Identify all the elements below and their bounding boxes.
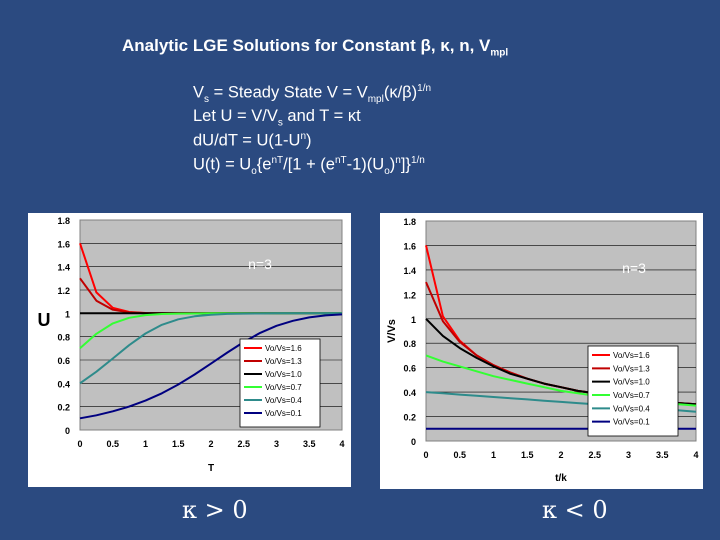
y-tick-label: 0.2 [57,403,70,413]
legend-label: Vo/Vs=1.3 [265,357,302,366]
x-tick-label: 0.5 [106,439,119,449]
kappa-negative-label: κ < 0 [542,496,608,524]
x-axis-label: t/k [555,473,567,484]
chart-right-panel: 0 0.2 0.4 0.6 0.8 1 1.2 1.4 1.6 1.8 0 0.5 1 1.5 2 2.5 3 3… [380,213,703,489]
y-tick-label: 0.8 [57,333,70,343]
y-tick-label: 0.8 [403,339,416,349]
x-tick-label: 1.5 [172,439,185,449]
x-tick-label: 0 [77,439,82,449]
x-tick-label: 2 [558,450,563,460]
x-tick-label: 3 [626,450,631,460]
x-tick-label: 1 [143,439,148,449]
y-tick-label: 0.2 [403,413,416,423]
y-tick-label: 0.6 [403,364,416,374]
x-tick-label: 1 [491,450,496,460]
legend-label: Vo/Vs=0.1 [613,418,650,427]
x-tick-label: 2.5 [237,439,250,449]
x-tick-label: 4 [339,439,344,449]
y-tick-label: 1.4 [57,263,70,273]
legend-label: Vo/Vs=0.4 [613,404,650,413]
chart-left: 0 0.2 0.4 0.6 0.8 1 1.2 1.4 1.6 1.8 0 0.5 1 1.5 2 2.5 3 3… [38,216,345,474]
series-line-5 [79,312,342,385]
chart-left-panel: 0 0.2 0.4 0.6 0.8 1 1.2 1.4 1.6 1.8 0 0.5 1 1.5 2 2.5 3 3… [28,213,351,487]
y-tick-label: 0.4 [403,388,416,398]
kappa-positive-label: κ > 0 [182,496,248,524]
legend-label: Vo/Vs=1.6 [613,351,650,360]
x-tick-label: 4 [693,450,698,460]
legend-label: Vo/Vs=0.7 [613,391,650,400]
x-tick-label: 0 [423,450,428,460]
series-line-6 [79,313,343,420]
legend-label: Vo/Vs=0.4 [265,396,302,405]
slide-title: Analytic LGE Solutions for Constant β, κ… [122,36,509,59]
y-tick-label: 1 [411,315,416,325]
y-tick-label: 0 [411,437,416,447]
y-tick-label: 1.4 [403,266,416,276]
equation-substitution: Let U = V/Vs and T = κt [193,107,361,129]
y-axis-label: V/Vs [386,319,398,343]
y-tick-label: 0 [65,426,70,436]
y-tick-label: 1.2 [403,290,416,300]
legend-label: Vo/Vs=1.6 [265,344,302,353]
equation-steady-state: Vs = Steady State V = Vmpl(κ/β)1/n [193,83,432,105]
y-tick-label: 1.6 [57,239,70,249]
legend-label: Vo/Vs=1.0 [265,370,302,379]
equation-solution: U(t) = Uo{enT/[1 + (enT-1)(Uo)n]}1/n [193,155,425,177]
legend-label: Vo/Vs=1.0 [613,378,650,387]
y-tick-label: 1.8 [57,216,70,226]
x-axis-label: T [208,463,214,474]
x-tick-label: 1.5 [521,450,534,460]
legend-label: Vo/Vs=0.1 [265,409,302,418]
equation-differential: dU/dT = U(1-Un) [193,131,312,150]
legend-label: Vo/Vs=1.3 [613,364,650,373]
x-tick-label: 3.5 [656,450,669,460]
y-tick-label: 0.6 [57,356,70,366]
chart-annotation: n=3 [248,256,272,272]
y-axis-label: U [38,310,51,330]
legend-label: Vo/Vs=0.7 [265,383,302,392]
x-tick-label: 3 [274,439,279,449]
chart-right: 0 0.2 0.4 0.6 0.8 1 1.2 1.4 1.6 1.8 0 0.5 1 1.5 2 2.5 3 3… [386,217,699,484]
y-tick-label: 1.2 [57,286,70,296]
y-tick-label: 1.8 [403,217,416,227]
y-tick-label: 1.6 [403,241,416,251]
y-tick-label: 1 [65,309,70,319]
x-tick-label: 2 [208,439,213,449]
x-tick-label: 0.5 [453,450,466,460]
x-tick-label: 2.5 [588,450,601,460]
x-tick-label: 3.5 [303,439,316,449]
y-tick-label: 0.4 [57,379,70,389]
chart-annotation: n=3 [622,260,646,276]
